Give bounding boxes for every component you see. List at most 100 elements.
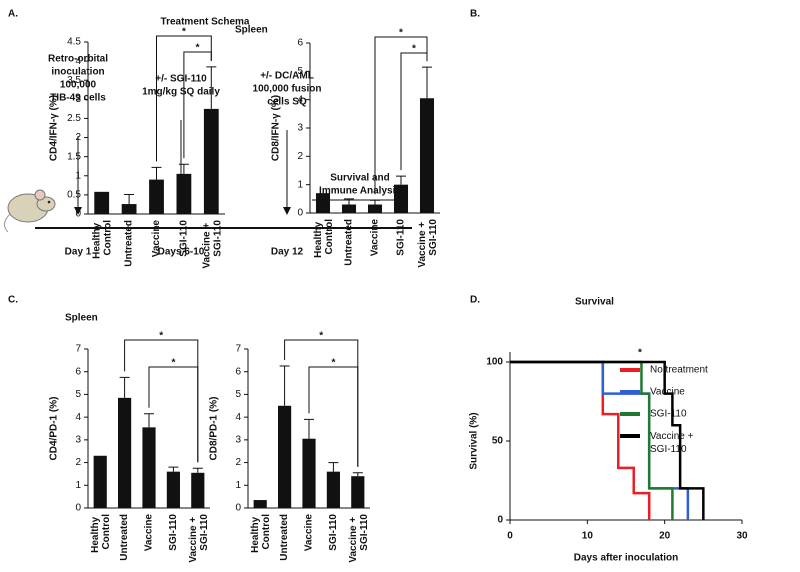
x-tick-label: Untreated: [279, 514, 290, 561]
x-tick-label: Healthy Control: [313, 219, 335, 258]
x-tick-label: Untreated: [124, 220, 135, 267]
bar: [93, 455, 107, 508]
significance-star: *: [319, 331, 323, 342]
y-tick-label: 0.5: [67, 190, 81, 201]
y-axis-label: Survival (%): [469, 412, 480, 469]
y-tick-label: 6: [297, 38, 303, 49]
y-tick-label: 3: [297, 123, 303, 134]
event-text: +/- SGI-110: [155, 74, 207, 85]
y-axis-label: CD8/PD-1 (%): [209, 397, 220, 461]
bar: [351, 476, 365, 508]
y-tick-label: 0: [497, 515, 503, 526]
y-tick-label: 0: [75, 503, 81, 514]
x-tick-label: SGI-110: [179, 220, 190, 257]
error-bar: [422, 66, 432, 99]
significance-bracket: [156, 35, 212, 162]
event-text: Survival and: [330, 173, 389, 184]
bar: [367, 204, 383, 213]
y-tick-label: 1: [75, 480, 81, 491]
event-text: 1mg/kg SQ daily: [142, 87, 220, 98]
bar: [341, 204, 357, 213]
bar: [94, 191, 110, 214]
bar: [121, 204, 137, 214]
day-label: Days 6-10: [158, 247, 205, 258]
y-tick-label: 50: [492, 436, 504, 447]
panel-label: C.: [8, 295, 18, 306]
significance-bracket: [400, 52, 428, 171]
error-bar: [344, 198, 354, 205]
panel-label: B.: [470, 9, 480, 20]
legend-label: SGI-110: [650, 409, 687, 420]
x-tick-label: Vaccine: [304, 514, 315, 552]
y-tick-label: 1.5: [67, 151, 81, 162]
x-tick-label: 10: [582, 531, 594, 542]
day-label: Day 1: [65, 247, 92, 258]
x-tick-label: 30: [736, 531, 748, 542]
x-tick-label: Vaccine + SGI-110: [187, 514, 209, 563]
y-tick-label: 2: [235, 457, 241, 468]
y-tick-label: 6: [75, 366, 81, 377]
x-tick-label: SGI-110: [168, 514, 179, 551]
x-tick-label: 0: [507, 531, 513, 542]
event-text: 100,000: [60, 80, 97, 91]
bar: [149, 179, 164, 214]
mouse-icon: [4, 189, 56, 233]
event-text: Retro-orbital: [48, 54, 108, 65]
error-bar: [192, 467, 203, 473]
error-bar: [151, 166, 162, 180]
significance-bracket: [124, 339, 199, 463]
y-tick-label: 4: [235, 412, 241, 423]
y-axis-label: CD4/IFN-γ (%): [49, 95, 60, 161]
bar: [278, 405, 292, 508]
error-bar: [168, 466, 179, 472]
bar: [191, 472, 205, 508]
y-tick-label: 5: [75, 389, 81, 400]
y-tick-label: 2: [297, 151, 303, 162]
y-tick-label: 7: [235, 344, 241, 355]
x-tick-label: Healthy Control: [91, 220, 113, 259]
error-bar: [144, 413, 154, 428]
significance-bracket: [183, 51, 212, 159]
significance-star: *: [638, 348, 642, 359]
panel-label: D.: [470, 295, 480, 306]
chart-title: Spleen: [65, 313, 98, 324]
x-tick-label: Vaccine + SGI-110: [201, 220, 223, 269]
significance-bracket: [148, 366, 199, 463]
bar: [419, 98, 435, 213]
y-tick-label: 3.5: [67, 75, 81, 86]
event-text: Immune Analysis: [319, 186, 401, 197]
y-tick-label: 3: [75, 94, 81, 105]
y-tick-label: 7: [75, 344, 81, 355]
error-bar: [370, 199, 380, 205]
x-tick-label: SGI-110: [396, 219, 407, 256]
error-bar: [304, 418, 314, 439]
significance-bracket: [284, 339, 359, 467]
x-tick-label: Healthy Control: [250, 514, 272, 553]
bar: [166, 471, 180, 508]
y-tick-label: 0: [235, 503, 241, 514]
bar: [176, 173, 192, 214]
error-bar: [178, 163, 189, 174]
bar: [315, 193, 331, 213]
error-bar: [396, 175, 406, 185]
significance-star: *: [412, 44, 416, 55]
legend-label: Vaccine: [650, 387, 685, 398]
event-text: 100,000 fusion: [253, 84, 322, 95]
x-tick-label: Vaccine: [151, 220, 162, 258]
error-bar: [124, 194, 135, 205]
significance-star: *: [196, 43, 200, 54]
y-tick-label: 1: [297, 179, 303, 190]
chart-title: Spleen: [235, 25, 268, 36]
error-bar: [328, 462, 339, 472]
significance-star: *: [182, 27, 186, 38]
y-tick-label: 6: [235, 366, 241, 377]
x-axis-label: Days after inoculation: [574, 553, 678, 564]
x-tick-label: 20: [659, 531, 671, 542]
bar: [326, 471, 340, 508]
y-tick-label: 5: [235, 389, 241, 400]
x-tick-label: SGI-110: [328, 514, 339, 551]
y-axis-label: CD4/PD-1 (%): [49, 397, 60, 461]
event-text: TIB-49 cells: [50, 93, 106, 104]
chart-title: Survival: [575, 297, 614, 308]
event-text: cells SQ: [267, 97, 307, 108]
